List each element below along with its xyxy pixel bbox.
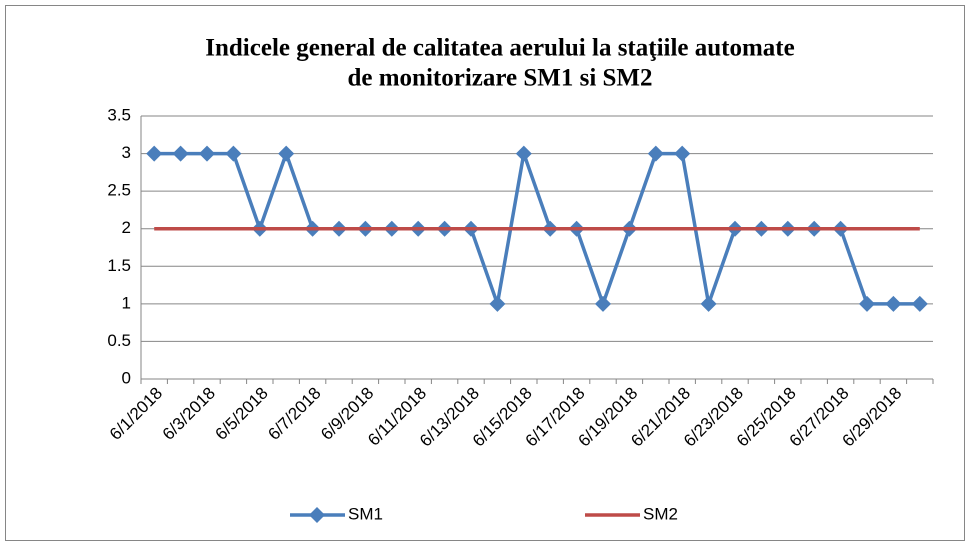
point-marker [911, 295, 928, 312]
legend-item: SM2 [585, 504, 678, 523]
point-marker [647, 145, 664, 162]
point-marker [700, 295, 717, 312]
y-tick-label: 3.5 [107, 105, 131, 124]
y-tick-label: 0 [122, 368, 131, 387]
chart-title: de monitorizare SM1 si SM2 [347, 65, 652, 92]
point-marker [489, 295, 506, 312]
point-marker [172, 145, 189, 162]
point-marker [885, 295, 902, 312]
legend-marker [309, 507, 325, 523]
y-tick-label: 1.5 [107, 256, 131, 275]
y-tick-label: 1 [122, 293, 131, 312]
legend-label: SM1 [348, 504, 383, 523]
point-marker [146, 145, 163, 162]
y-tick-label: 2 [122, 218, 131, 237]
point-marker [278, 145, 295, 162]
point-marker [595, 295, 611, 312]
y-tick-label: 2.5 [107, 181, 131, 200]
legend-label: SM2 [643, 504, 678, 523]
y-tick-label: 0.5 [107, 331, 131, 350]
y-tick-label: 3 [122, 143, 131, 162]
point-marker [674, 145, 691, 162]
point-marker [859, 295, 875, 312]
point-marker [199, 145, 215, 162]
chart-title: Indicele general de calitatea aerului la… [205, 35, 794, 62]
point-marker [225, 145, 242, 162]
legend-item: SM1 [290, 504, 383, 523]
point-marker [515, 145, 532, 162]
